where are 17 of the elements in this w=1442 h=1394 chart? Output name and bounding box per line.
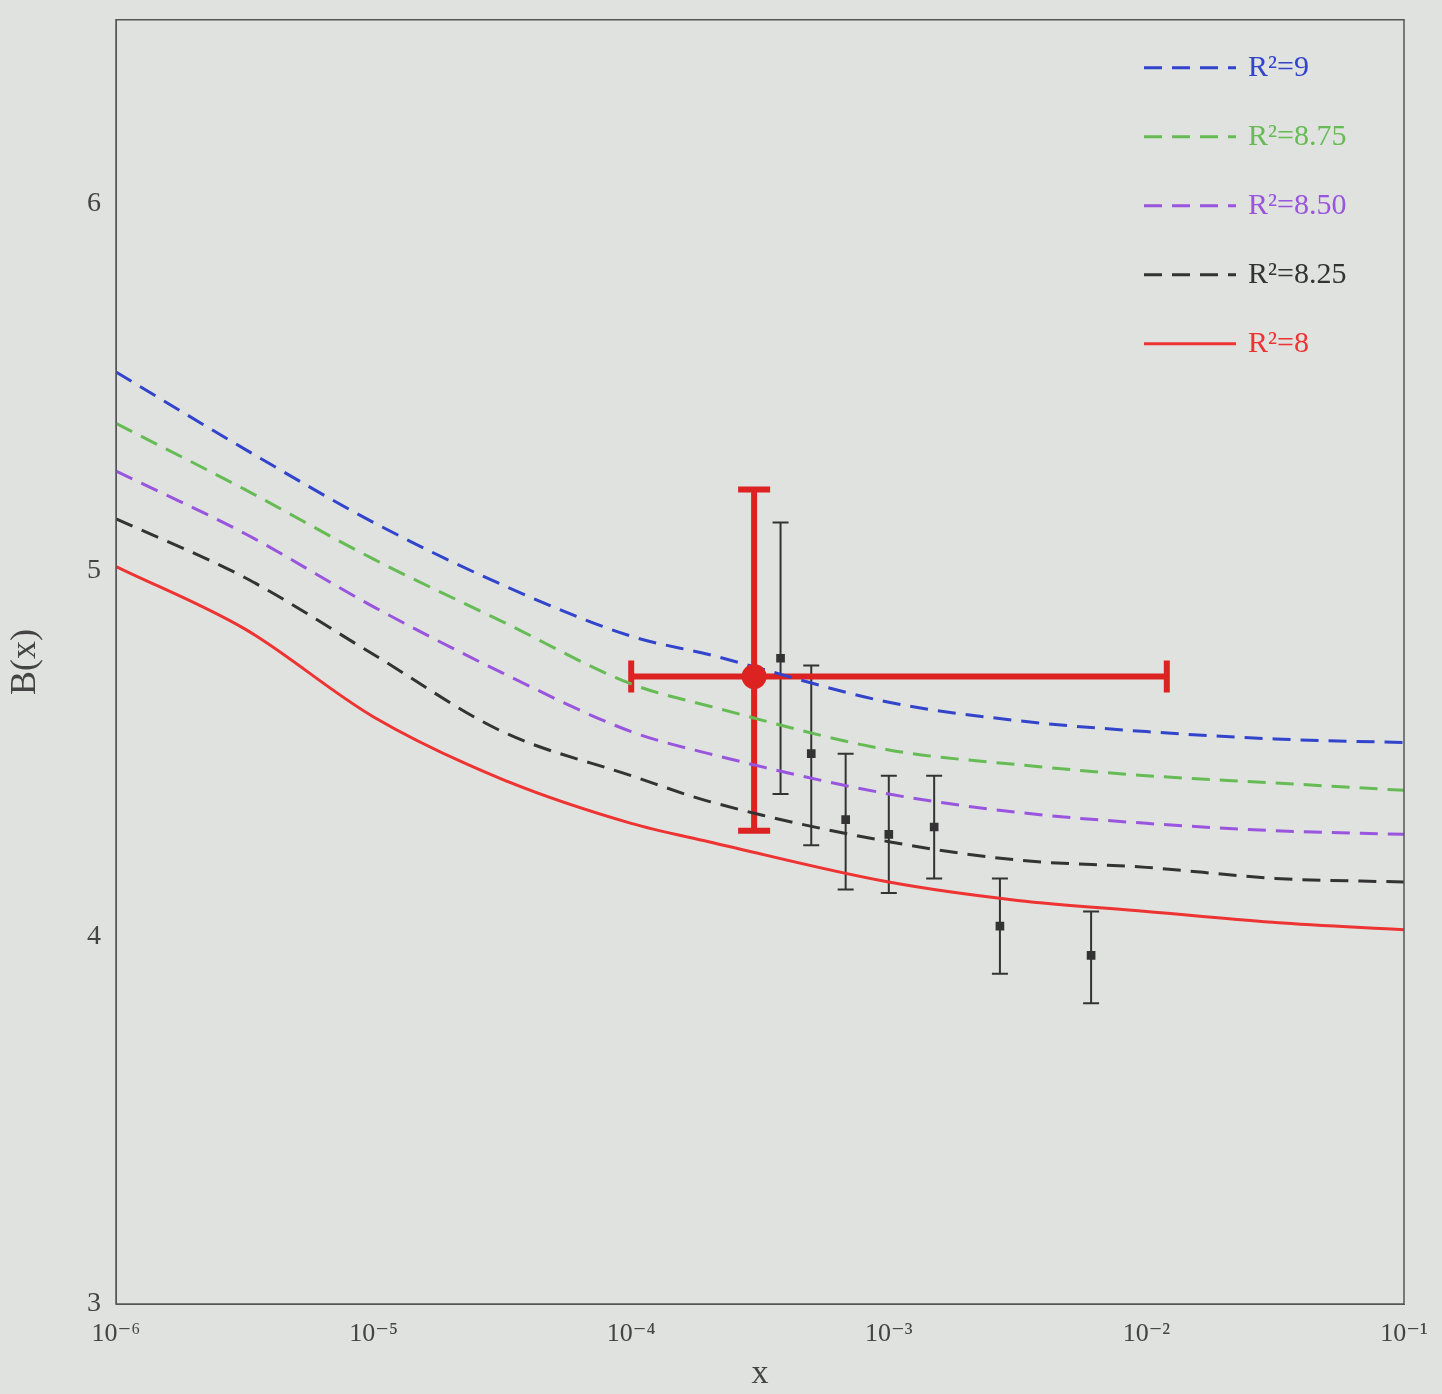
x-tick-label: 10⁻⁴ [606, 1318, 656, 1348]
x-tick-label: 10⁻⁵ [349, 1318, 398, 1348]
legend-label: R²=8 [1248, 324, 1309, 358]
x-tick-label: 10⁻² [1122, 1318, 1171, 1348]
y-tick-label: 4 [87, 919, 101, 951]
legend-label: R²=8.75 [1248, 117, 1347, 151]
legend-label: R²=8.50 [1248, 186, 1347, 220]
y-axis-title: B(x) [3, 628, 44, 695]
y-tick-label: 6 [87, 185, 101, 217]
x-tick-label: 10⁻¹ [1380, 1318, 1428, 1348]
x-axis-title: x [751, 1352, 769, 1390]
legend-label: R²=9 [1248, 48, 1309, 82]
y-tick-label: 5 [87, 552, 101, 584]
x-tick-label: 10⁻⁶ [91, 1318, 141, 1348]
x-tick-label: 10⁻³ [865, 1318, 913, 1348]
y-tick-label: 3 [87, 1286, 101, 1318]
legend-label: R²=8.25 [1248, 255, 1347, 289]
